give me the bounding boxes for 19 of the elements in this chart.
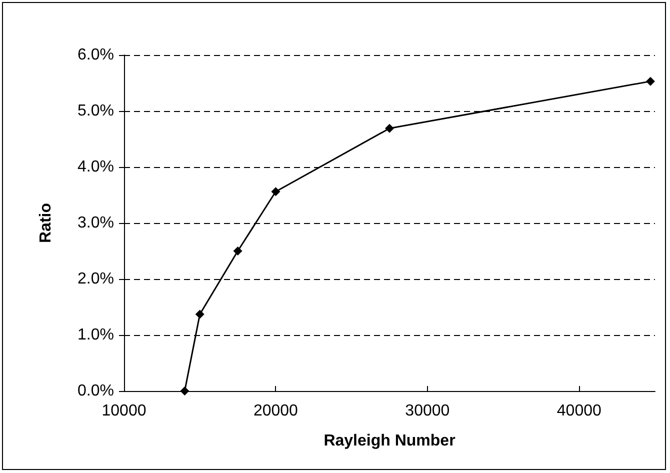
y-tick-label: 4.0% xyxy=(78,158,114,176)
y-tick-label: 1.0% xyxy=(78,326,114,344)
point xyxy=(195,310,204,319)
y-tick-label: 5.0% xyxy=(78,102,114,120)
x-axis-title: Rayleigh Number xyxy=(324,432,456,450)
point xyxy=(233,246,242,256)
x-tick-label: 20000 xyxy=(253,402,298,420)
point xyxy=(180,386,190,396)
x-tick-label: 40000 xyxy=(556,402,602,420)
point xyxy=(385,124,394,133)
y-tick-label: 6.0% xyxy=(78,46,114,64)
x-tick-label: 10000 xyxy=(102,402,146,420)
y-axis-title: Ratio xyxy=(38,202,54,243)
point xyxy=(271,187,280,196)
y-tick-label: 2.0% xyxy=(78,270,114,288)
y-tick-label: 3.0% xyxy=(78,214,114,232)
point xyxy=(646,76,655,86)
x-tick-label: 30000 xyxy=(405,402,450,420)
y-tick-label: 0.0% xyxy=(78,382,114,400)
